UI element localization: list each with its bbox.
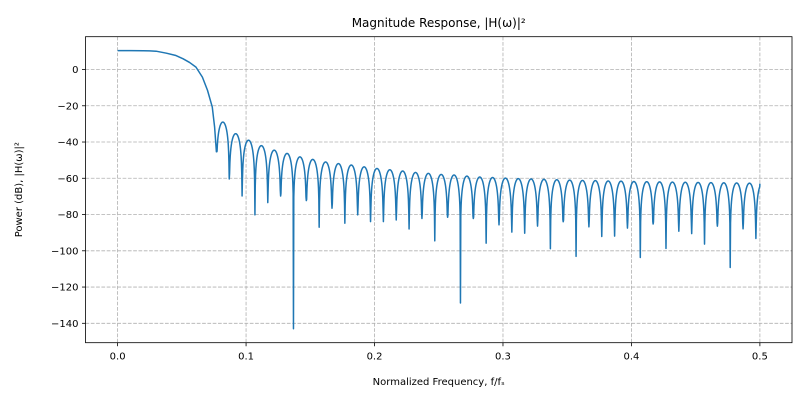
x-tick-label: 0.1 [238, 352, 254, 363]
y-axis-ticks: 0 −20 −40 −60 −80 −100 −120 −140 [51, 65, 86, 330]
y-tick-label: −60 [57, 174, 78, 185]
x-tick-label: 0.0 [110, 352, 126, 363]
series-line [117, 49, 761, 330]
chart-title: Magnitude Response, |H(ω)|² [352, 16, 526, 30]
x-tick-label: 0.3 [495, 352, 511, 363]
y-tick-label: −120 [51, 283, 78, 294]
y-axis-label: Power (dB), |H(ω)|² [14, 142, 25, 237]
axes-frame [85, 36, 793, 344]
x-axis-label: Normalized Frequency, f/fₛ [373, 377, 505, 388]
x-tick-label: 0.2 [367, 352, 383, 363]
y-tick-label: −100 [51, 246, 78, 257]
y-tick-label: −40 [57, 138, 78, 149]
x-tick-label: 0.5 [752, 352, 768, 363]
x-tick-label: 0.4 [623, 352, 639, 363]
y-tick-label: −20 [57, 101, 78, 112]
y-tick-label: 0 [72, 65, 78, 76]
x-axis-ticks: 0.0 0.1 0.2 0.3 0.4 0.5 [110, 342, 768, 363]
grid [85, 36, 792, 343]
y-tick-label: −80 [57, 210, 78, 221]
y-tick-label: −140 [51, 319, 78, 330]
